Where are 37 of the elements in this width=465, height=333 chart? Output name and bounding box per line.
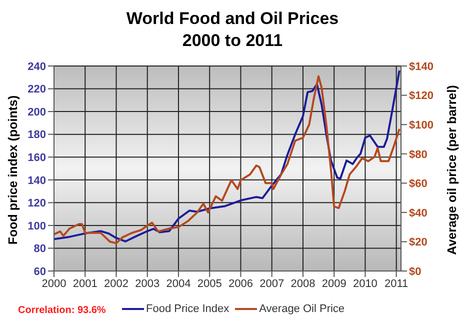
y2-tick-label: $60 (409, 178, 428, 190)
y2-tick-label: $20 (409, 236, 428, 249)
x-tick-label: 2007 (260, 278, 284, 290)
y-tick-label: 100 (28, 220, 46, 232)
x-tick-label: 2002 (104, 278, 128, 290)
y2-tick-label: $40 (409, 207, 428, 220)
y-tick-label: 80 (34, 243, 46, 256)
y2-tick-label: $0 (409, 266, 422, 278)
y-tick-label: 120 (28, 198, 46, 210)
y-tick-label: 180 (28, 129, 46, 142)
y-axis-title: Food price index (points) (6, 95, 20, 245)
chart-title: World Food and Oil Prices (125, 8, 340, 30)
chart-subtitle: 2000 to 2011 (181, 30, 284, 52)
x-tick-label: 2011 (384, 278, 408, 290)
y-tick-label: 200 (28, 106, 46, 118)
x-tick-label: 2009 (322, 278, 346, 290)
y2-tick-label: $120 (409, 90, 434, 102)
y2-tick-label: $80 (409, 148, 428, 161)
x-tick-label: 2004 (166, 278, 191, 290)
x-tick-label: 2003 (135, 278, 160, 290)
x-tick-label: 2008 (290, 278, 316, 290)
legend-label: Average Oil Price (259, 303, 345, 315)
legend-label: Food Price Index (146, 303, 230, 315)
y-tick-label: 140 (28, 174, 46, 187)
x-tick-label: 2000 (42, 278, 66, 290)
text: Correlation: 93.6% (18, 305, 106, 316)
y-tick-label: 240 (28, 60, 46, 73)
y2-tick-label: $140 (409, 60, 434, 73)
y2-axis-title: Average oil price (per barrel) (444, 84, 460, 257)
y-tick-label: 60 (34, 266, 46, 278)
x-tick-label: 2010 (352, 278, 378, 290)
x-tick-label: 2006 (228, 278, 253, 290)
y-tick-label: 220 (28, 84, 46, 96)
x-tick-label: 2005 (197, 278, 222, 290)
x-tick-label: 2001 (72, 278, 98, 290)
y-tick-label: 160 (28, 152, 46, 164)
y2-tick-label: $100 (409, 119, 434, 132)
